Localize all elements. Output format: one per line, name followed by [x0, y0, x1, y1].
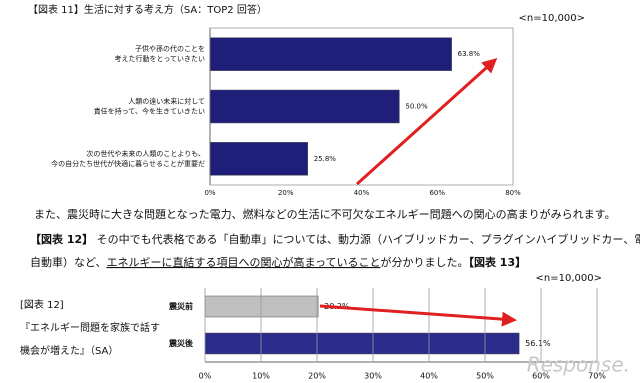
- category-label: 責任を持って、今を生きていきたい: [94, 107, 205, 116]
- trend-arrow: [319, 304, 517, 327]
- category-label: 子供や孫の代のことを: [135, 44, 205, 53]
- x-tick-label: 20%: [308, 372, 326, 381]
- category-label: 次の世代や未来の人類のことよりも、: [86, 149, 205, 158]
- chart-title: [図表 12]: [20, 298, 64, 311]
- x-tick-label: 50%: [476, 372, 494, 381]
- category-label: 震災前: [168, 301, 193, 311]
- x-tick-label: 30%: [364, 372, 382, 381]
- x-tick-label: 70%: [588, 372, 606, 381]
- watermark: Response.: [527, 353, 630, 377]
- bar: [209, 142, 308, 176]
- x-tick-label: 0%: [204, 189, 215, 197]
- text-segment: 【図表 12】: [30, 232, 93, 246]
- text-segment: 【図表 13】: [468, 255, 526, 269]
- text-segment: が分かりました。: [380, 255, 468, 269]
- text-segment: また、震災時に大きな問題となった電力、燃料などの生活に不可欠なエネルギー問題への…: [34, 207, 616, 221]
- x-tick-label: 10%: [252, 372, 270, 381]
- x-tick-label: 80%: [505, 189, 521, 197]
- x-tick-label: 40%: [354, 189, 370, 197]
- paragraph-line: 【図表 12】 その中でも代表格である「自動車」については、動力源（ハイブリッド…: [30, 232, 640, 246]
- x-tick-label: 40%: [420, 372, 438, 381]
- x-tick-label: 60%: [429, 189, 445, 197]
- category-label: 人類の遠い未来に対して: [128, 97, 205, 106]
- x-tick-label: 20%: [278, 189, 294, 197]
- category-label: 今の自分たち世代が快適に暮らせることが重要だ: [51, 159, 205, 168]
- chart-title: 機会が増えた』（SA）: [20, 344, 118, 357]
- chart-title: 【図表 11】生活に対する考え方（SA：TOP2 回答）: [28, 3, 267, 16]
- value-label: 25.8%: [314, 155, 337, 163]
- text-segment: エネルギーに直結する項目への関心が高まっていること: [106, 255, 380, 269]
- trend-arrow: [355, 57, 498, 186]
- paragraph-line: また、震災時に大きな問題となった電力、燃料などの生活に不可欠なエネルギー問題への…: [34, 207, 616, 221]
- x-tick-label: 60%: [532, 372, 550, 381]
- bar: [209, 37, 452, 71]
- text-segment: その中でも代表格である「自動車」については、動力源（ハイブリッドカー、プラグイン…: [93, 232, 640, 246]
- bar: [204, 332, 520, 355]
- text-segment: 自動車）など、: [30, 255, 106, 269]
- value-label: 50.0%: [405, 103, 428, 111]
- sample-note: <n=10,000>: [519, 13, 585, 24]
- x-tick-label: 0%: [199, 372, 212, 381]
- category-label: 考えた行動をとっていきたい: [115, 54, 205, 63]
- value-label: 56.1%: [525, 339, 551, 348]
- paragraph-line: 自動車）など、エネルギーに直結する項目への関心が高まっていることが分かりました。…: [30, 255, 526, 269]
- bar: [209, 89, 400, 124]
- value-label: 63.8%: [458, 50, 481, 58]
- bar: [204, 295, 319, 318]
- chart-title: 『エネルギー問題を家族で話す: [20, 321, 160, 334]
- sample-note: <n=10,000>: [536, 273, 602, 284]
- category-label: 震災後: [168, 338, 194, 348]
